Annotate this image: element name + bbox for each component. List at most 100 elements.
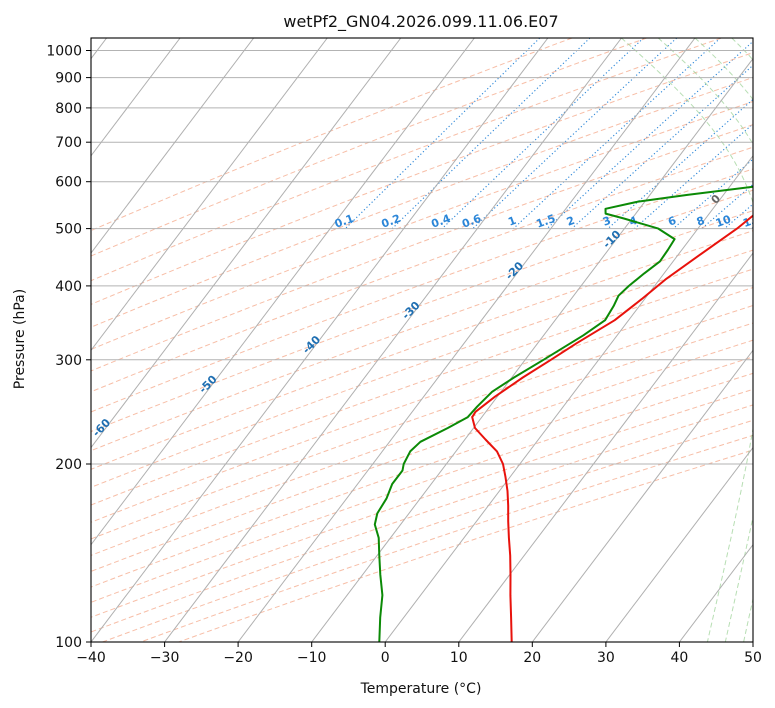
dry-adiabat — [91, 286, 753, 523]
isotherm — [91, 38, 181, 157]
dry-adiabat — [91, 404, 753, 633]
dry-adiabat — [91, 372, 753, 603]
dry-adiabat — [91, 52, 753, 305]
isotherm — [91, 38, 475, 546]
isotherm — [605, 446, 753, 642]
x-tick-label: −40 — [76, 650, 106, 666]
isotherm — [458, 252, 753, 642]
isotherm — [679, 543, 753, 642]
x-tick-label: −30 — [150, 650, 180, 666]
y-tick-label: 100 — [55, 635, 82, 651]
y-axis: 100 200 300 400 500 600 700 800 900 1000 — [46, 44, 91, 651]
mixing-ratio-label: 2 — [565, 214, 577, 229]
adiabat-label: -60 — [90, 416, 113, 439]
mixing-ratio-label: 1.5 — [535, 212, 558, 231]
dry-adiabat — [91, 249, 753, 488]
adiabat-label: -30 — [399, 299, 422, 322]
dry-adiabat — [91, 230, 753, 470]
mixing-ratio-label: 6 — [666, 214, 678, 229]
y-tick-label: 800 — [55, 101, 82, 117]
mixing-ratio-label: 3 — [601, 214, 613, 229]
moist-adiabat — [621, 38, 753, 642]
x-tick-label: 50 — [744, 650, 762, 666]
isotherm — [752, 641, 753, 642]
mixing-ratio-line — [513, 38, 721, 230]
y-tick-label: 500 — [55, 222, 82, 238]
dry-adiabat — [91, 210, 753, 452]
dry-adiabat — [91, 304, 753, 540]
mixing-ratio-label: 13 — [741, 213, 760, 230]
y-axis-label: Pressure (hPa) — [12, 289, 28, 389]
plot-frame — [90, 37, 754, 643]
mixing-ratio-label: 16 — [763, 212, 775, 230]
dry-adiabat — [91, 100, 753, 350]
dry-adiabat — [140, 434, 753, 642]
dewpoint-line — [373, 185, 753, 642]
mixing-ratio-label: 0.1 — [333, 212, 356, 231]
x-tick-label: −20 — [223, 650, 253, 666]
y-tick-label: 900 — [55, 71, 82, 87]
x-axis: −40 −30 −20 −10 0 10 20 30 40 50 — [76, 642, 762, 666]
moist-adiabat — [769, 38, 775, 642]
moist-adiabat — [657, 38, 753, 642]
adiabat-label: 0 — [709, 192, 724, 207]
dry-adiabat — [91, 168, 753, 413]
dry-adiabat — [91, 322, 753, 556]
y-tick-label: 1000 — [46, 44, 82, 60]
chart-title: wetPf2_GN04.2026.099.11.06.E07 — [283, 12, 558, 32]
isotherm — [164, 38, 622, 642]
temperature-line — [471, 214, 753, 642]
dry-adiabat — [91, 268, 753, 506]
adiabat-label: -40 — [300, 333, 323, 356]
dry-adiabat — [178, 449, 753, 642]
mixing-ratio-line — [472, 38, 678, 229]
x-tick-label: 20 — [523, 650, 541, 666]
x-tick-label: 40 — [670, 650, 688, 666]
isotherm — [91, 38, 402, 449]
mixing-ratio-line — [391, 38, 591, 229]
adiabat-label: -10 — [600, 227, 623, 250]
y-tick-label: 700 — [55, 135, 82, 151]
mixing-ratio-line — [607, 98, 753, 230]
mixing-ratio-label: 0.6 — [460, 212, 483, 231]
mixing-ratio-line — [751, 226, 753, 230]
dry-adiabat — [91, 76, 753, 328]
mixing-ratio-label: 8 — [695, 214, 707, 229]
isotherm — [311, 57, 753, 642]
adiabat-label: -20 — [503, 259, 526, 282]
mixing-ratio-line — [634, 123, 753, 230]
dry-adiabat — [91, 339, 753, 572]
mixing-ratio-line — [701, 183, 753, 230]
mixing-ratio-label: 0.4 — [430, 212, 453, 231]
mixing-ratio-line — [345, 38, 541, 229]
x-tick-label: 30 — [597, 650, 615, 666]
y-tick-label: 300 — [55, 353, 82, 369]
dry-adiabat — [91, 38, 722, 282]
moist-adiabat — [694, 38, 753, 642]
adiabat-label: -70 — [0, 465, 2, 488]
dry-adiabat — [91, 124, 753, 372]
mixing-ratio-label: 1 — [506, 214, 518, 229]
y-tick-label: 600 — [55, 175, 82, 191]
x-tick-label: 10 — [450, 650, 468, 666]
adiabat-label: -50 — [196, 373, 219, 396]
x-tick-label: −10 — [297, 650, 327, 666]
isotherm — [91, 38, 549, 642]
background-lines — [91, 38, 775, 642]
isotherm — [91, 38, 255, 254]
isotherm — [531, 349, 753, 642]
dry-adiabat — [91, 356, 753, 588]
y-tick-label: 200 — [55, 457, 82, 473]
dry-adiabat — [91, 38, 647, 257]
x-axis-label: Temperature (°C) — [360, 681, 482, 697]
mixing-ratio-label: 10 — [714, 212, 733, 230]
dry-adiabat — [91, 189, 753, 433]
profile-lines — [373, 185, 753, 642]
background-line-labels: 0.10.20.40.611.52346810131620253036-100-… — [0, 192, 775, 488]
isotherm — [237, 38, 696, 642]
mixing-ratio-line — [724, 203, 753, 230]
dry-adiabat — [91, 388, 753, 618]
x-tick-label: 0 — [381, 650, 390, 666]
dry-adiabat — [91, 146, 753, 393]
